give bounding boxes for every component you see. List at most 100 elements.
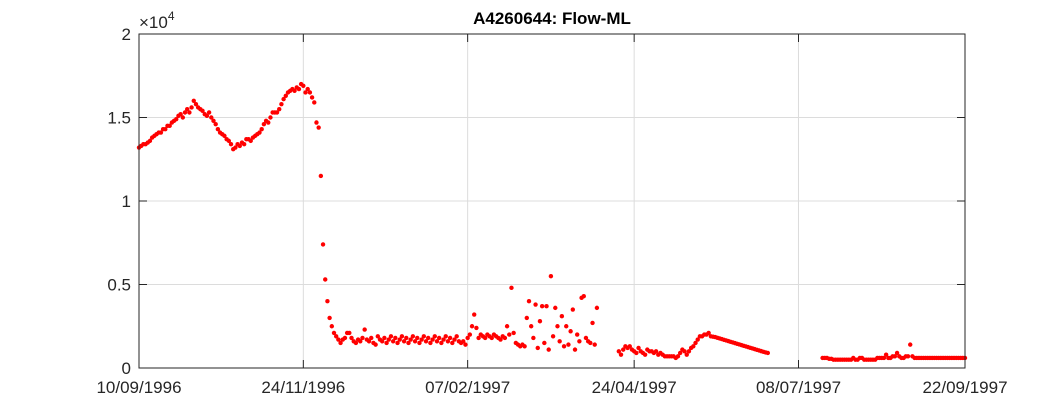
- data-point: [474, 325, 479, 331]
- data-point: [274, 110, 280, 115]
- data-point: [406, 340, 411, 346]
- data-point: [592, 342, 597, 347]
- data-point: [531, 335, 536, 341]
- data-point: [430, 337, 435, 342]
- data-point: [883, 352, 889, 357]
- data-point: [535, 345, 540, 351]
- data-point: [636, 345, 641, 351]
- data-point: [482, 335, 488, 341]
- y-exponent-base: ×10: [139, 13, 168, 32]
- data-point: [581, 293, 586, 299]
- data-point: [167, 123, 172, 129]
- data-point: [439, 340, 444, 346]
- data-point: [395, 340, 400, 346]
- y-tick-label: 2: [122, 25, 131, 44]
- data-point: [423, 339, 429, 344]
- data-point: [397, 337, 402, 342]
- data-point: [502, 335, 508, 341]
- data-point: [559, 314, 565, 319]
- data-point: [566, 342, 571, 347]
- data-point: [447, 335, 453, 341]
- data-point: [548, 273, 554, 279]
- data-point: [382, 335, 387, 341]
- data-point: [233, 145, 238, 150]
- data-point: [765, 350, 771, 356]
- data-point: [539, 304, 545, 309]
- data-point: [312, 100, 317, 105]
- data-point: [590, 320, 595, 326]
- data-point: [642, 352, 648, 357]
- data-point: [583, 335, 589, 341]
- data-point: [426, 335, 431, 341]
- data-point: [555, 324, 560, 329]
- data-point: [461, 339, 466, 344]
- data-point: [318, 173, 324, 179]
- data-point: [476, 335, 481, 341]
- data-point: [445, 339, 451, 344]
- data-point: [450, 340, 455, 346]
- data-point: [509, 285, 514, 291]
- data-point: [301, 83, 306, 88]
- x-tick-label: 24/11/1996: [261, 378, 345, 397]
- data-point: [362, 327, 367, 332]
- x-tick-labels: 10/09/1996 24/11/1996 07/02/1997 24/04/1997…: [96, 378, 1007, 397]
- data-point: [905, 354, 911, 359]
- data-point: [182, 110, 188, 115]
- data-point: [472, 312, 477, 317]
- data-point: [522, 344, 527, 349]
- data-point: [408, 337, 413, 342]
- data-point: [241, 142, 247, 147]
- data-point: [653, 349, 659, 354]
- data-point: [237, 143, 242, 149]
- data-point: [226, 138, 232, 144]
- data-point: [441, 337, 446, 342]
- data-point: [421, 334, 427, 339]
- data-point: [366, 339, 372, 344]
- data-point: [469, 324, 475, 329]
- data-point: [204, 113, 210, 119]
- data-point: [266, 120, 271, 125]
- data-point: [180, 115, 186, 120]
- data-point: [693, 340, 698, 346]
- data-point: [894, 350, 900, 356]
- data-point: [358, 339, 363, 344]
- data-point: [360, 335, 365, 341]
- data-point: [465, 335, 470, 341]
- data-point: [390, 339, 396, 344]
- data-point: [314, 120, 319, 125]
- data-point: [577, 339, 582, 344]
- data-point: [259, 126, 264, 132]
- data-point: [307, 90, 313, 95]
- data-point: [331, 330, 337, 336]
- data-point: [213, 121, 218, 127]
- data-point: [393, 335, 398, 341]
- data-point: [305, 86, 310, 92]
- data-points: [136, 81, 968, 362]
- data-point: [193, 101, 199, 107]
- data-point: [691, 344, 696, 349]
- data-point: [542, 340, 547, 346]
- data-point: [401, 339, 407, 344]
- x-tick-label: 24/04/1997: [592, 378, 677, 397]
- data-point: [616, 349, 622, 354]
- data-point: [627, 344, 632, 349]
- y-exponent-power: 4: [168, 9, 175, 23]
- data-point: [574, 332, 580, 337]
- data-point: [296, 86, 302, 92]
- data-point: [526, 299, 532, 304]
- data-point: [618, 352, 624, 357]
- data-point: [388, 334, 394, 339]
- data-point: [677, 350, 683, 356]
- data-point: [373, 342, 378, 347]
- x-tick-label: 10/09/1996: [96, 378, 181, 397]
- x-tick-label: 22/09/1997: [922, 378, 1007, 397]
- data-point: [174, 116, 179, 122]
- data-point: [325, 299, 330, 304]
- data-point: [410, 334, 416, 339]
- data-point: [634, 350, 639, 356]
- data-point: [594, 305, 600, 311]
- data-point: [524, 315, 530, 321]
- data-point: [537, 319, 543, 324]
